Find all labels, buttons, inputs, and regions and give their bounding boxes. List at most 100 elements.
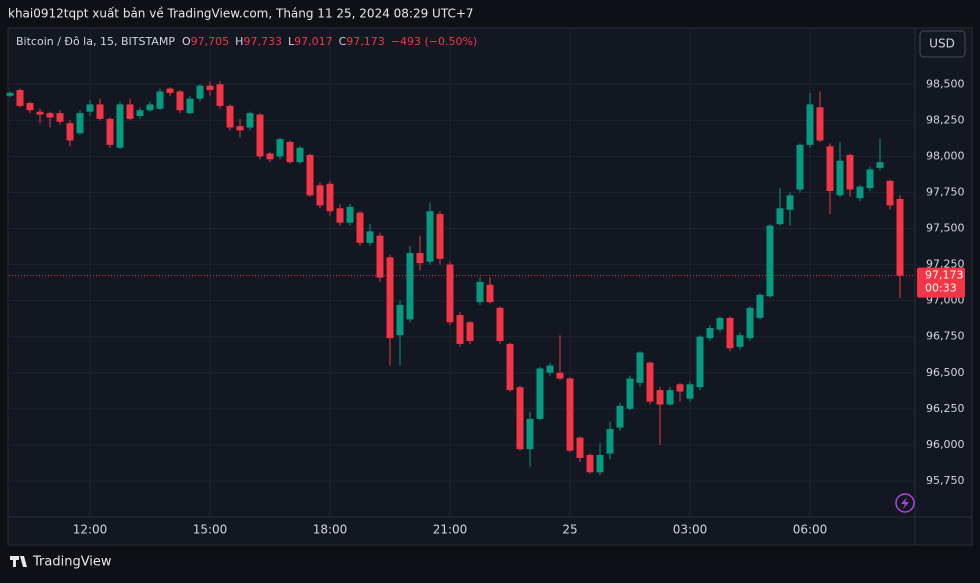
candle-body bbox=[656, 390, 664, 405]
candle-body bbox=[96, 104, 104, 119]
x-tick-label: 21:00 bbox=[433, 523, 468, 537]
last-price-label: 97,173 bbox=[925, 269, 964, 282]
candle-body bbox=[196, 85, 204, 99]
candle-body bbox=[606, 429, 614, 454]
legend: Bitcoin / Đô la, 15, BITSTAMP O97,705 H97… bbox=[16, 35, 477, 48]
candle-body bbox=[686, 384, 694, 399]
candle-body bbox=[286, 141, 294, 163]
candle-body bbox=[386, 257, 394, 339]
x-tick-label: 18:00 bbox=[313, 523, 348, 537]
currency-button[interactable] bbox=[919, 30, 966, 58]
candle-body bbox=[216, 84, 224, 106]
candle-body bbox=[886, 180, 894, 206]
x-tick-label: 06:00 bbox=[793, 523, 828, 537]
lightning-icon[interactable] bbox=[895, 493, 915, 513]
candle-body bbox=[706, 328, 714, 339]
change: −493 (−0.50%) bbox=[391, 35, 477, 48]
candle-body bbox=[26, 103, 34, 111]
candle-body bbox=[246, 113, 254, 128]
brand: TradingView bbox=[32, 555, 112, 570]
candle-body bbox=[506, 343, 514, 391]
candle-body bbox=[756, 294, 764, 318]
candle-body bbox=[256, 114, 264, 157]
x-tick-label: 15:00 bbox=[193, 523, 228, 537]
candle-body bbox=[46, 113, 54, 118]
candle-body bbox=[616, 405, 624, 428]
y-tick-label: 96,500 bbox=[926, 366, 965, 379]
candle-body bbox=[596, 454, 604, 473]
y-tick-label: 98,000 bbox=[926, 149, 965, 162]
candle-body bbox=[366, 231, 374, 243]
candle-body bbox=[576, 437, 584, 458]
candle-body bbox=[776, 208, 784, 225]
candle-body bbox=[86, 104, 94, 112]
candle-body bbox=[166, 88, 174, 93]
candle-body bbox=[266, 153, 274, 160]
candle-body bbox=[866, 169, 874, 189]
candle-body bbox=[206, 85, 214, 91]
candle-body bbox=[356, 212, 364, 243]
candle-body bbox=[456, 315, 464, 344]
ohlc: O97,705 H97,733 L97,017 C97,173 −493 (−0.50%… bbox=[182, 35, 477, 48]
candle-body bbox=[306, 154, 314, 196]
candle-body bbox=[646, 362, 654, 402]
candle-body bbox=[66, 123, 74, 141]
candle-body bbox=[56, 113, 64, 122]
candle-body bbox=[226, 105, 234, 128]
y-tick-label: 95,750 bbox=[926, 474, 965, 487]
y-tick-label: 97,500 bbox=[926, 222, 965, 235]
candle-body bbox=[16, 90, 24, 106]
x-tick-label: 25 bbox=[562, 523, 577, 537]
candle-body bbox=[446, 264, 454, 323]
candle-body bbox=[496, 307, 504, 342]
candle-body bbox=[156, 91, 164, 109]
candle-body bbox=[586, 454, 594, 473]
brand-logo bbox=[10, 556, 27, 567]
candle-body bbox=[436, 214, 444, 259]
candle-body bbox=[276, 139, 284, 157]
candle-body bbox=[426, 211, 434, 262]
x-tick-label: 12:00 bbox=[73, 523, 108, 537]
candle-body bbox=[896, 198, 904, 276]
candle-body bbox=[176, 91, 184, 111]
candle-body bbox=[536, 368, 544, 419]
candle-body bbox=[636, 352, 644, 383]
candle-body bbox=[406, 253, 414, 320]
y-tick-label: 97,250 bbox=[926, 258, 965, 271]
candle-body bbox=[626, 378, 634, 409]
lightning-bolt bbox=[901, 497, 909, 509]
candle-body bbox=[766, 225, 774, 297]
candle-body bbox=[76, 113, 84, 134]
o-value: 97,705 bbox=[191, 35, 230, 48]
candle-body bbox=[376, 235, 384, 278]
candle-body bbox=[526, 418, 534, 450]
currency-label[interactable]: USD bbox=[929, 37, 955, 51]
c-label: C bbox=[339, 35, 347, 48]
last-price-box bbox=[917, 267, 965, 298]
candle-body bbox=[296, 147, 304, 163]
y-tick-label: 96,750 bbox=[926, 330, 965, 343]
candle-body bbox=[546, 365, 554, 373]
symbol: Bitcoin / Đô la, 15, BITSTAMP bbox=[16, 35, 175, 48]
candle-body bbox=[326, 183, 334, 212]
candle-body bbox=[106, 118, 114, 145]
candle-body bbox=[676, 384, 684, 392]
candle-body bbox=[396, 304, 404, 336]
caption: khai0912tqpt xuất bản về TradingView.com… bbox=[8, 7, 474, 21]
l-value: 97,017 bbox=[294, 35, 333, 48]
candle-body bbox=[806, 104, 814, 145]
candle-body bbox=[726, 317, 734, 349]
candle-body bbox=[826, 146, 834, 191]
candle-body bbox=[476, 281, 484, 303]
y-tick-label: 98,500 bbox=[926, 77, 965, 90]
candle-body bbox=[466, 322, 474, 342]
candle-body bbox=[486, 284, 494, 303]
l-label: L bbox=[288, 35, 295, 48]
x-tick-label: 03:00 bbox=[673, 523, 708, 537]
candle-body bbox=[846, 154, 854, 190]
candle-body bbox=[836, 160, 844, 196]
candle-body bbox=[316, 185, 324, 206]
candle-body bbox=[556, 372, 564, 379]
candle-body bbox=[116, 104, 124, 148]
